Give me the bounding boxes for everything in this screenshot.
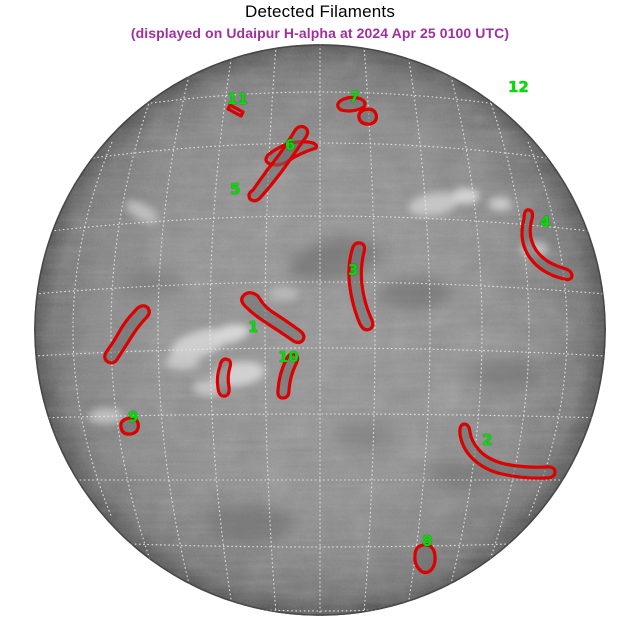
filament-10-outline [276, 352, 300, 400]
filament-1-outline-b [103, 304, 151, 365]
solar-disk [34, 44, 606, 616]
filament-label-2: 2 [482, 431, 493, 449]
filament-label-9: 9 [128, 408, 139, 426]
filament-8-outline [413, 543, 437, 575]
filament-label-1: 1 [248, 318, 259, 336]
dark-features [124, 237, 538, 542]
filament-2-outline [458, 422, 557, 480]
heliographic-grid [34, 44, 606, 616]
filament-label-3: 3 [348, 261, 359, 279]
filament-7-outline-a [336, 95, 367, 113]
filament-label-5: 5 [230, 180, 241, 198]
filament-4-outline-main [520, 208, 574, 282]
page-subtitle: (displayed on Udaipur H-alpha at 2024 Ap… [130, 25, 510, 41]
filament-1-outline-a [240, 291, 306, 345]
disk-surface [34, 44, 606, 616]
filament-7-outline-b [357, 107, 378, 126]
filament-9-outline [119, 416, 140, 436]
filament-label-6: 6 [285, 136, 296, 154]
filament-3-outline [347, 241, 375, 332]
filament-label-8: 8 [422, 532, 433, 550]
filament-label-12: 12 [508, 78, 529, 96]
filament-label-4: 4 [540, 213, 551, 231]
filament-label-7: 7 [349, 88, 360, 106]
filament-5-outline [247, 124, 310, 203]
filament-outlines [103, 84, 574, 575]
filament-1-outline-c [215, 357, 233, 398]
filament-11-outline [226, 103, 245, 118]
page-title: Detected Filaments [244, 2, 396, 21]
filament-label-11: 11 [227, 90, 248, 108]
filament-label-10: 10 [278, 348, 299, 366]
plage-regions [88, 188, 548, 424]
